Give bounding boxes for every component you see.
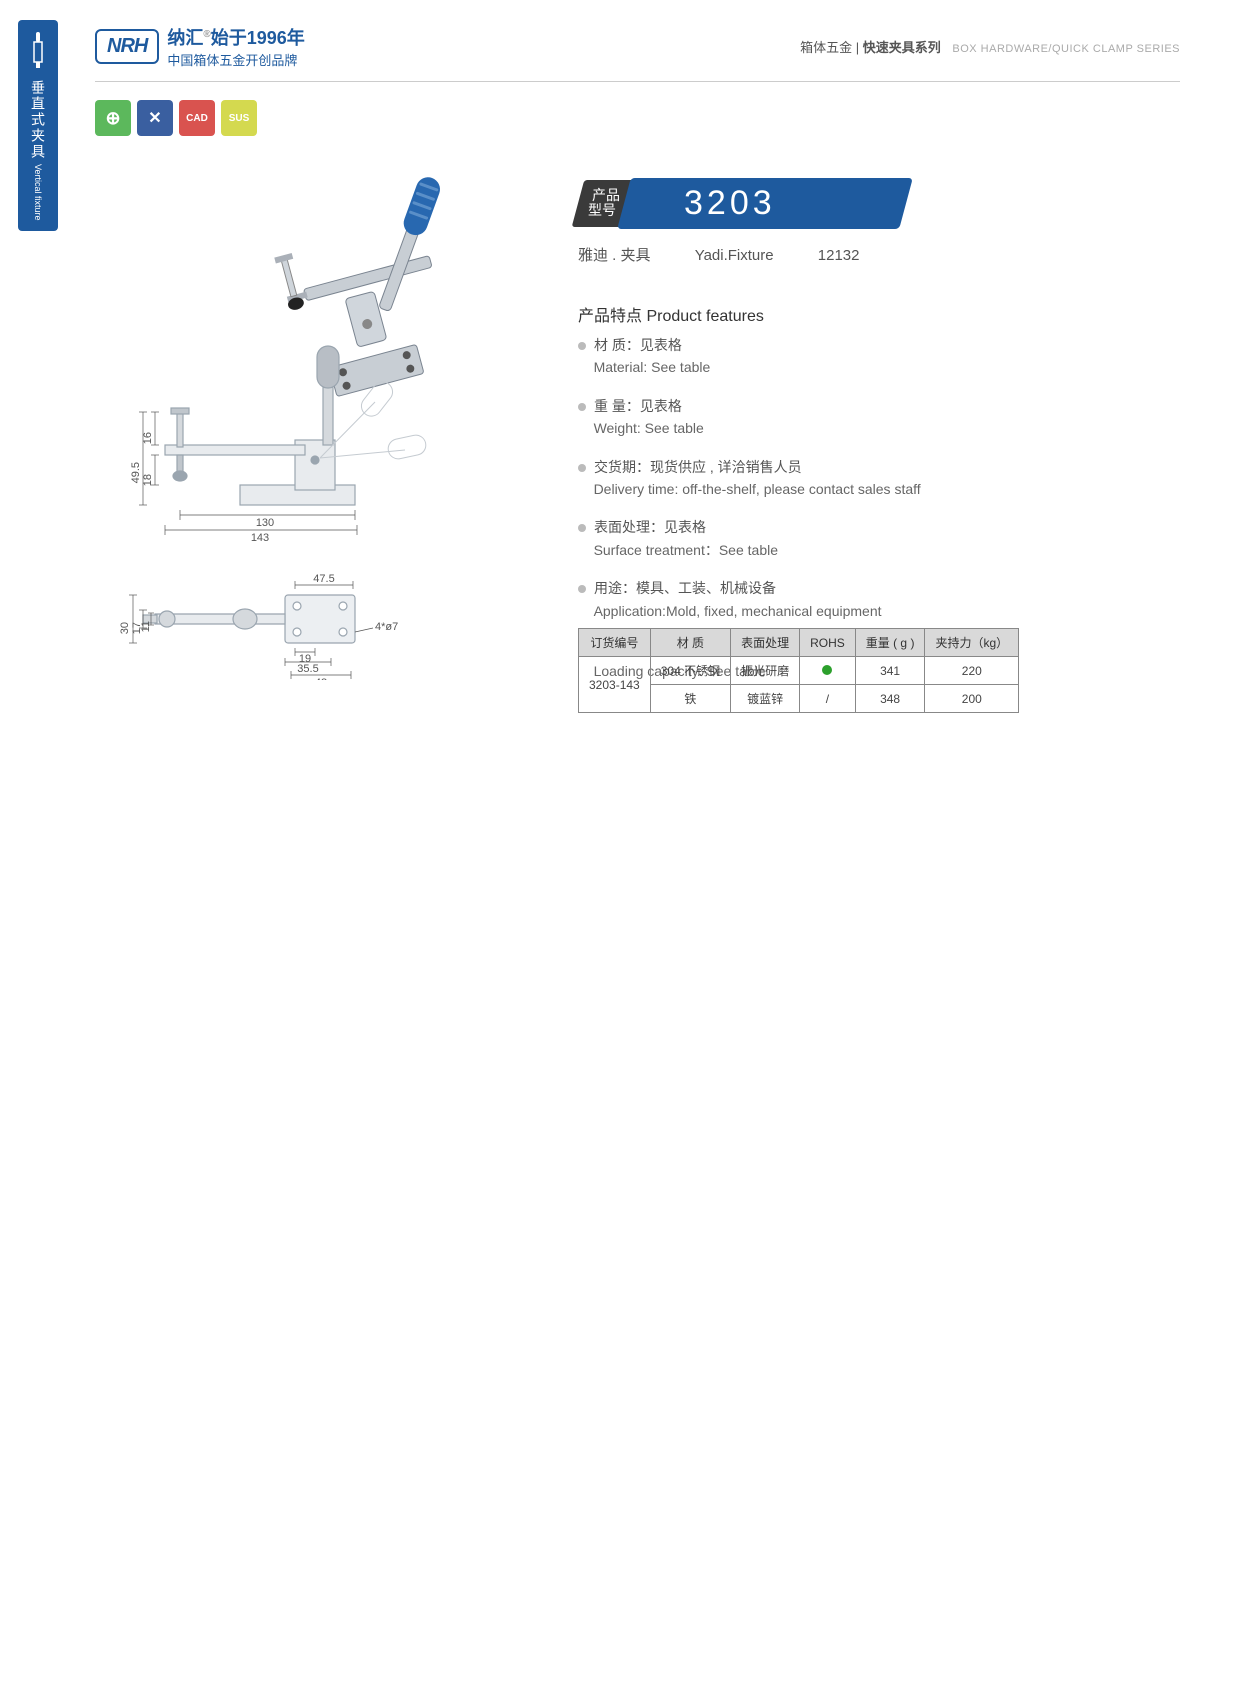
svg-text:11: 11 (140, 621, 152, 632)
table-row: 3203-143 304 不锈钢 振光研磨 341 220 (579, 657, 1019, 685)
table-header: 重量 ( g ) (855, 629, 925, 657)
svg-text:30: 30 (119, 622, 131, 634)
cell-material: 304 不锈钢 (650, 657, 730, 685)
page-header: NRH 纳汇®始于1996年 中国箱体五金开创品牌 箱体五金 | 快速夹具系列 … (95, 24, 1180, 82)
cell-rohs: / (800, 685, 856, 713)
table-header-row: 订货编号 材 质 表面处理 ROHS 重量 ( g ) 夹持力（kg） (579, 629, 1019, 657)
svg-text:35.5: 35.5 (297, 663, 318, 675)
logo-block: NRH 纳汇®始于1996年 中国箱体五金开创品牌 (95, 24, 305, 69)
side-tab-label-en: Vertical fixture (33, 164, 43, 221)
table-header: 夹持力（kg） (925, 629, 1019, 657)
header-category: 箱体五金 | 快速夹具系列 BOX HARDWARE/QUICK CLAMP S… (800, 37, 1180, 56)
rohs-dot-icon (822, 665, 832, 675)
product-subtitle: 雅迪 . 夹具 Yadi.Fixture 12132 (578, 244, 900, 265)
badge-tools-icon: ✕ (137, 100, 173, 136)
badge-cad-icon: CAD (179, 100, 215, 136)
svg-text:143: 143 (251, 532, 269, 544)
logo-brand-cn: 纳汇®始于1996年 (167, 24, 304, 50)
logo-slogan: 中国箱体五金开创品牌 (167, 50, 304, 69)
cell-surface: 振光研磨 (731, 657, 800, 685)
svg-text:18: 18 (142, 474, 154, 486)
feature-item: 用途：模具、工装、机械设备 Application:Mold, fixed, m… (578, 577, 1118, 622)
svg-text:48: 48 (315, 677, 327, 680)
svg-text:47.5: 47.5 (313, 573, 334, 585)
technical-drawing: 16 49.5 18 130 143 47.5 30 17 11 19 35.5… (95, 340, 475, 680)
spec-table: 订货编号 材 质 表面处理 ROHS 重量 ( g ) 夹持力（kg） 3203… (578, 628, 1019, 713)
cell-weight: 341 (855, 657, 925, 685)
feature-item: 重 量：见表格 Weight: See table (578, 395, 1118, 440)
table-header: 订货编号 (579, 629, 651, 657)
svg-text:16: 16 (142, 432, 154, 444)
feature-item: 表面处理：见表格 Surface treatment：See table (578, 516, 1118, 561)
cell-force: 200 (925, 685, 1019, 713)
badge-sus-icon: SUS (221, 100, 257, 136)
badge-row: ⊕ ✕ CAD SUS (95, 100, 257, 136)
product-number-block: 产品 型号 3203 (578, 178, 906, 229)
table-header: 表面处理 (731, 629, 800, 657)
features-heading: 产品特点 Product features (578, 302, 764, 326)
cell-weight: 348 (855, 685, 925, 713)
cell-partno: 3203-143 (579, 657, 651, 713)
cell-material: 铁 (650, 685, 730, 713)
svg-text:49.5: 49.5 (130, 462, 142, 483)
badge-eco-icon: ⊕ (95, 100, 131, 136)
clamp-icon (26, 30, 50, 70)
side-category-tab: 垂直式夹具 Vertical fixture (18, 20, 58, 231)
table-header: 材 质 (650, 629, 730, 657)
svg-text:4*ø7: 4*ø7 (375, 621, 398, 633)
svg-text:130: 130 (256, 517, 274, 529)
logo-mark: NRH (95, 29, 159, 64)
cell-surface: 镀蓝锌 (731, 685, 800, 713)
cell-rohs (800, 657, 856, 685)
feature-item: 材 质：见表格 Material: See table (578, 334, 1118, 379)
table-header: ROHS (800, 629, 856, 657)
cell-force: 220 (925, 657, 1019, 685)
feature-item: 交货期：现货供应 , 详洽销售人员 Delivery time: off-the… (578, 456, 1118, 501)
side-tab-label-cn: 垂直式夹具 (28, 80, 48, 160)
product-number: 3203 (617, 178, 912, 229)
